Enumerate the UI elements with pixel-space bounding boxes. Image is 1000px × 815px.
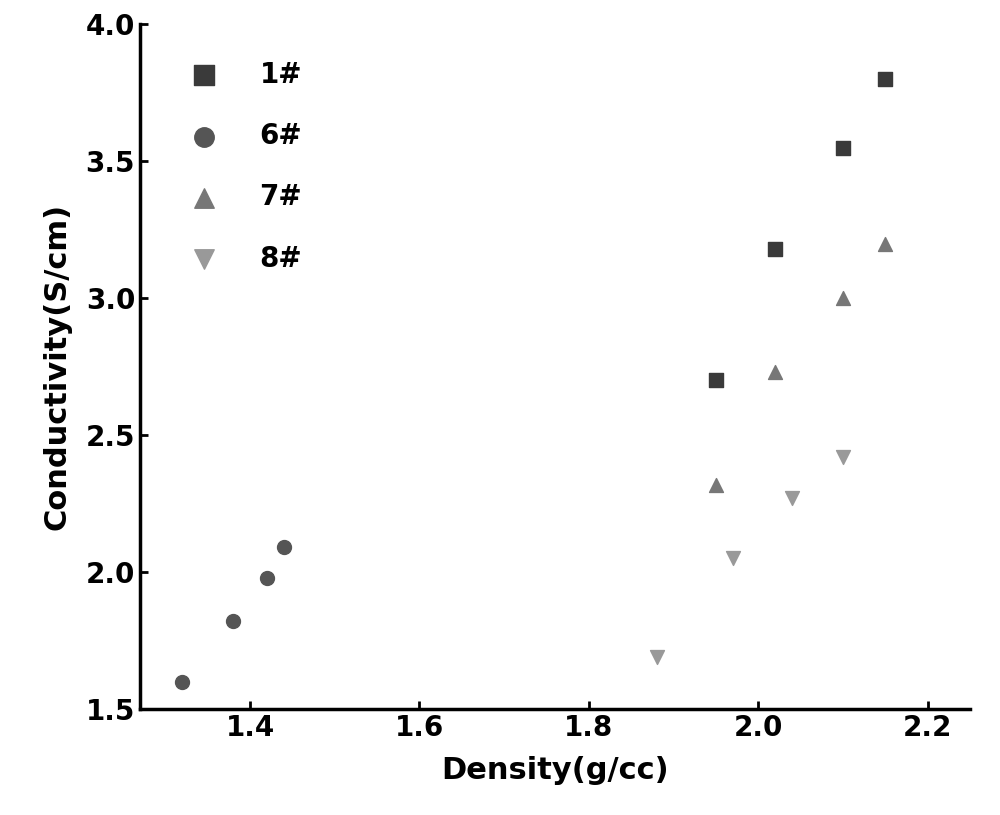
1# — [835, 141, 851, 154]
8# — [725, 552, 741, 565]
7# — [708, 478, 724, 491]
1# — [877, 73, 893, 86]
7# — [767, 366, 783, 379]
6# — [174, 675, 190, 688]
1# — [767, 243, 783, 256]
6# — [225, 615, 241, 628]
Y-axis label: Conductivity(S/cm): Conductivity(S/cm) — [43, 203, 72, 531]
7# — [877, 237, 893, 250]
X-axis label: Density(g/cc): Density(g/cc) — [441, 756, 669, 785]
8# — [784, 491, 800, 504]
6# — [276, 541, 292, 554]
8# — [649, 650, 665, 663]
Legend: 1#, 6#, 7#, 8#: 1#, 6#, 7#, 8# — [154, 38, 324, 295]
6# — [259, 571, 275, 584]
8# — [835, 451, 851, 464]
7# — [835, 292, 851, 305]
1# — [708, 374, 724, 387]
